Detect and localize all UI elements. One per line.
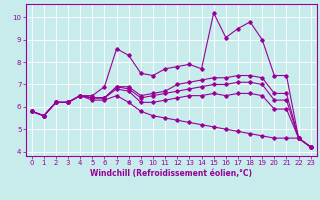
- X-axis label: Windchill (Refroidissement éolien,°C): Windchill (Refroidissement éolien,°C): [90, 169, 252, 178]
